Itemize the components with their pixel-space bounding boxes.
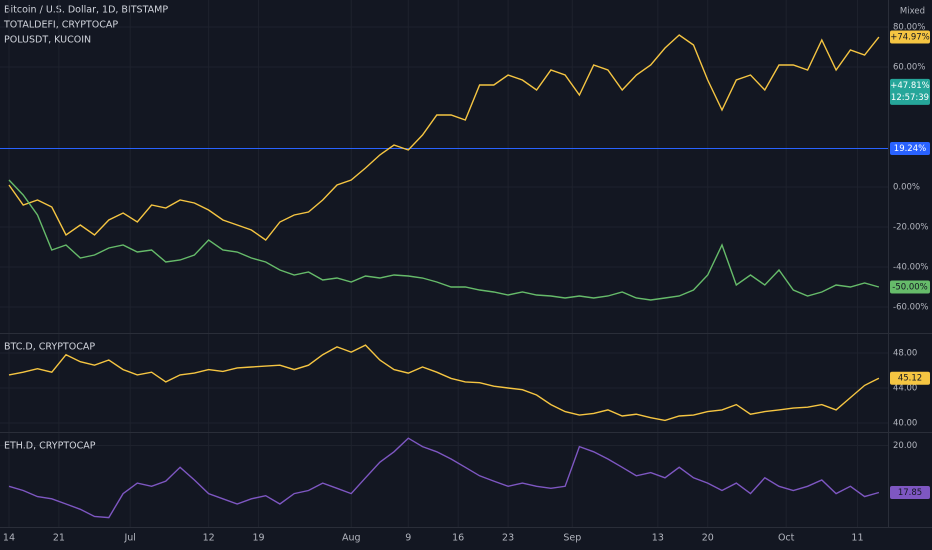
x-tick-label: Oct: [778, 533, 795, 544]
last-value-label: 17.85: [898, 488, 922, 498]
x-tick-label: 16: [452, 533, 464, 544]
hline-label-box: [890, 142, 930, 156]
x-tick-label: Aug: [342, 533, 361, 544]
hline-label: 19.24%: [894, 144, 926, 154]
x-tick-label: 12: [203, 533, 215, 544]
legend-entry: ETH.D, CRYPTOCAP: [4, 441, 96, 452]
y-tick-label: 48.00: [893, 348, 917, 358]
y-tick-label: -40.00%: [893, 263, 928, 273]
y-tick-label: 44.00: [893, 383, 917, 393]
x-tick-label: 11: [851, 533, 863, 544]
series-line: [8, 179, 880, 301]
y-tick-label: 20.00: [893, 441, 917, 451]
last-value-label: +74.97%: [890, 33, 930, 43]
series-line: [8, 437, 880, 519]
last-value-label: 45.12: [898, 374, 922, 384]
x-tick-label: 20: [702, 533, 714, 544]
x-tick-label: 14: [3, 533, 15, 544]
x-tick-label: 13: [652, 533, 664, 544]
x-tick-label: 21: [53, 533, 65, 544]
x-tick-label: 23: [502, 533, 514, 544]
x-tick-label: Sep: [563, 533, 581, 544]
main-legend: Bitcoin / U.S. Dollar, 1D, BITSTAMP: [4, 5, 168, 16]
last-value-label-box: [890, 485, 930, 499]
scale-mode: Mixed: [900, 7, 925, 17]
price-label: +47.81%: [890, 81, 930, 91]
series-line: [8, 344, 880, 422]
last-value-label: -50.00%: [892, 283, 927, 293]
last-value-label-box: [890, 30, 930, 44]
price-label-box: [890, 78, 930, 105]
y-tick-label: 0.00%: [893, 183, 920, 193]
x-tick-label: 19: [252, 533, 264, 544]
y-tick-label: 60.00%: [893, 63, 925, 73]
price-label-sub: 12:57:39: [891, 93, 929, 103]
y-tick-label: 40.00: [893, 418, 917, 428]
x-tick-label: 9: [405, 533, 411, 544]
legend-entry: BTC.D, CRYPTOCAP: [4, 342, 95, 353]
y-tick-label: -20.00%: [893, 223, 928, 233]
legend-entry: POLUSDT, KUCOIN: [4, 35, 91, 46]
y-tick-label: 80.00%: [893, 23, 925, 33]
x-tick-label: Jul: [123, 533, 135, 544]
y-tick-label: -60.00%: [893, 303, 928, 313]
series-line: [8, 34, 880, 241]
legend-entry: TOTALDEFI, CRYPTOCAP: [3, 20, 118, 31]
last-value-label-box: [890, 371, 930, 385]
last-value-label-box: [890, 280, 930, 294]
